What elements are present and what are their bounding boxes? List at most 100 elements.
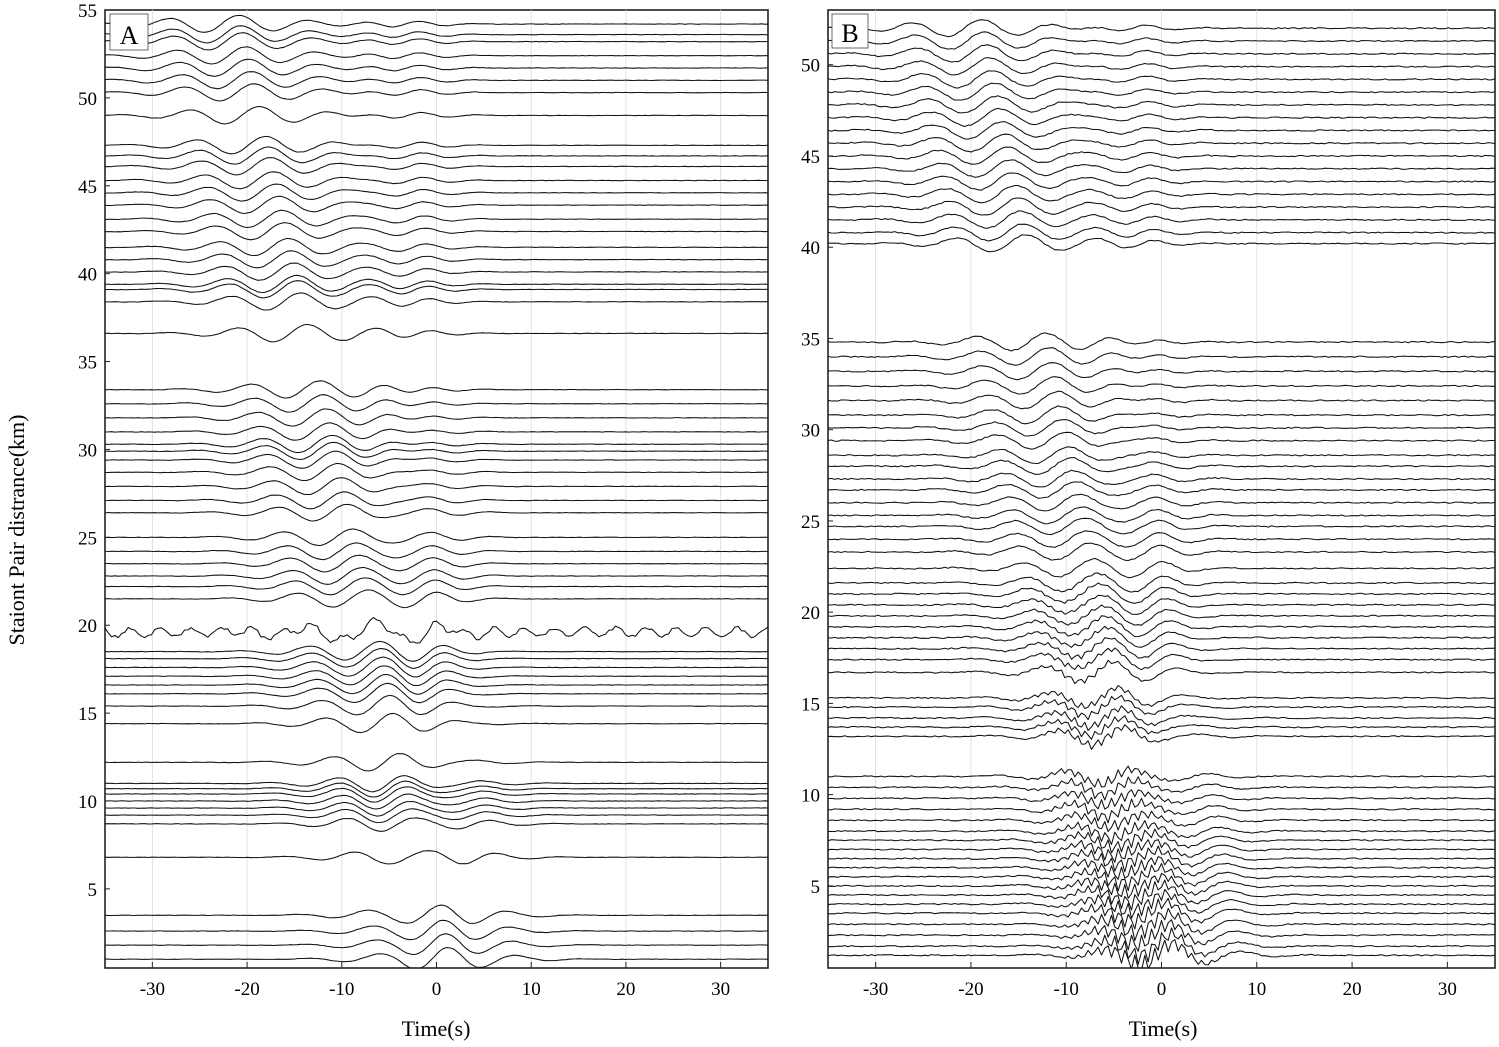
seismic-trace [105, 566, 768, 585]
seismic-trace [828, 724, 1495, 750]
seismic-trace [105, 933, 768, 956]
seismic-trace [828, 776, 1495, 801]
seismic-trace [105, 808, 768, 824]
seismic-trace [105, 616, 768, 644]
seismic-trace [105, 780, 768, 798]
seismic-trace [828, 694, 1495, 721]
x-tick-label: 10 [1247, 979, 1266, 1000]
seismic-trace [828, 347, 1495, 366]
seismic-trace [105, 408, 768, 427]
seismic-trace [828, 862, 1495, 892]
seismic-trace [105, 694, 768, 716]
seismic-trace [105, 904, 768, 924]
seismic-trace [105, 554, 768, 573]
x-tick-label: 10 [522, 979, 541, 1000]
x-tick-label: -20 [234, 979, 259, 1000]
seismic-trace [828, 405, 1495, 425]
seismic-trace [105, 640, 768, 662]
seismic-trace [828, 705, 1495, 732]
seismic-trace [105, 577, 768, 596]
seismic-trace [828, 542, 1495, 562]
y-tick-label: 5 [811, 877, 821, 898]
seismic-trace [828, 615, 1495, 638]
seismic-trace [828, 19, 1495, 38]
seismic-trace [105, 237, 768, 257]
seismic-trace [828, 95, 1495, 114]
seismic-trace [105, 135, 768, 155]
seismic-trace [828, 684, 1495, 710]
seismic-trace [828, 927, 1495, 965]
seismic-trace [828, 604, 1495, 626]
seismic-trace [828, 810, 1495, 833]
seismic-trace [105, 647, 768, 670]
seismic-trace [105, 222, 768, 241]
y-tick-label: 25 [78, 528, 97, 549]
seismic-trace [105, 753, 768, 772]
seismic-trace [105, 542, 768, 561]
panel-b-label-box [831, 13, 869, 49]
seismic-trace [828, 919, 1495, 952]
y-axis-label: Staiont Pair distrance(km) [4, 415, 29, 646]
seismic-trace [828, 872, 1495, 899]
y-tick-label: 35 [801, 329, 820, 350]
panel-b-x-axis-label: Time(s) [1129, 1016, 1198, 1041]
y-tick-label: 30 [801, 421, 820, 442]
y-tick-label: 30 [78, 440, 97, 461]
seismic-trace [828, 133, 1495, 153]
seismic-trace [828, 493, 1495, 512]
seismic-trace [828, 107, 1495, 128]
seismic-trace [105, 183, 768, 202]
seismic-trace [828, 390, 1495, 410]
seismic-trace [828, 506, 1495, 525]
y-tick-label: 15 [801, 694, 820, 715]
seismic-trace [105, 673, 768, 695]
panel-b: -30 -20 -10 0 10 20 30 5 10 15 20 25 30 35 40 45 50 B T… [801, 9, 1496, 1041]
seismic-trace [828, 828, 1495, 854]
y-tick-label: 25 [801, 512, 820, 533]
seismic-trace [828, 530, 1495, 548]
seismic-trace [105, 850, 768, 865]
seismic-trace [828, 856, 1495, 880]
seismic-trace [828, 57, 1495, 76]
y-tick-label: 10 [801, 786, 820, 807]
seismic-trace [105, 58, 768, 77]
seismic-trace [828, 44, 1495, 63]
seismic-trace [105, 323, 768, 343]
seismic-trace [105, 919, 768, 941]
seismic-trace [828, 879, 1495, 911]
seismic-trace [105, 250, 768, 269]
seismic-trace [105, 25, 768, 44]
y-tick-label: 20 [801, 603, 820, 624]
panel-a: -30 -20 -10 0 10 20 30 5 10 15 20 25 30 35 40 45 50 55 A… [78, 1, 769, 1041]
seismic-trace [828, 172, 1495, 191]
panel-a-x-ticks: -30 -20 -10 0 10 20 30 [140, 962, 730, 1000]
seismic-trace [828, 888, 1495, 919]
x-tick-label: 20 [616, 979, 635, 1000]
panel-a-label: A [120, 21, 139, 50]
y-tick-label: 45 [801, 147, 820, 168]
x-tick-label: -10 [1054, 979, 1079, 1000]
panel-b-traces [828, 10, 1495, 968]
seismic-trace [828, 82, 1495, 101]
seismic-trace [105, 46, 768, 65]
seismic-trace [105, 274, 768, 294]
seismic-trace [828, 197, 1495, 216]
panel-b-y-ticks: 5 10 15 20 25 30 35 40 45 50 [801, 56, 833, 898]
seismic-trace [828, 223, 1495, 242]
seismic-trace [105, 656, 768, 678]
y-tick-label: 15 [78, 704, 97, 725]
seismic-trace [828, 659, 1495, 685]
seismic-trace [828, 594, 1495, 615]
seismic-trace [828, 797, 1495, 824]
panel-b-x-ticks: -30 -20 -10 0 10 20 30 [863, 962, 1457, 1000]
y-tick-label: 50 [78, 89, 97, 110]
seismic-trace [105, 589, 768, 609]
panel-a-x-axis-label: Time(s) [402, 1016, 471, 1041]
seismic-trace [105, 14, 768, 33]
seismic-trace [105, 195, 768, 215]
x-tick-label: -10 [329, 979, 354, 1000]
seismic-trace [105, 491, 768, 510]
seismic-trace [105, 503, 768, 522]
x-tick-label: -20 [958, 979, 983, 1000]
